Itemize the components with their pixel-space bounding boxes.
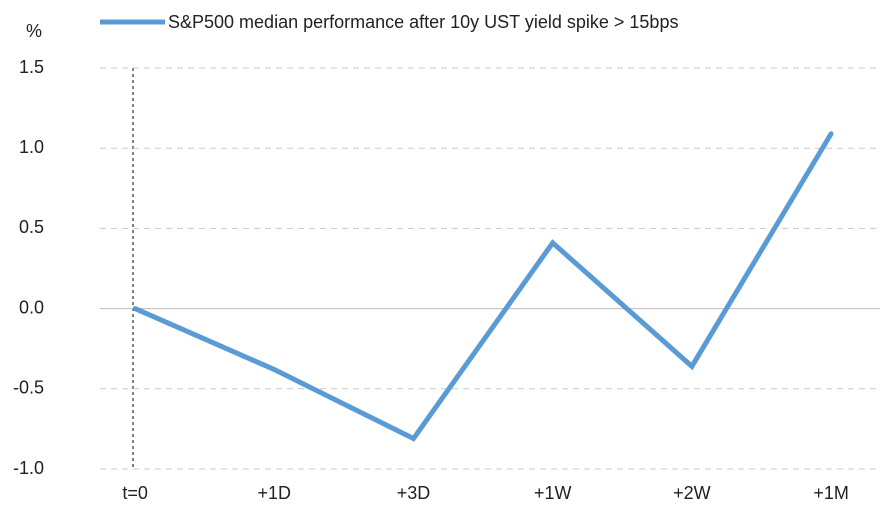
legend-label: S&P500 median performance after 10y UST … (168, 12, 678, 32)
y-tick-label: 1.5 (19, 57, 44, 77)
y-tick-label: 0.0 (19, 297, 44, 317)
x-tick-label: +1W (534, 483, 572, 503)
x-tick-label: t=0 (122, 483, 148, 503)
data-line (132, 131, 834, 442)
y-tick-label: -0.5 (13, 378, 44, 398)
y-axis-label: % (26, 21, 42, 41)
y-tick-label: 1.0 (19, 137, 44, 157)
x-tick-label: +3D (397, 483, 431, 503)
y-tick-label: -1.0 (13, 458, 44, 478)
x-tick-label: +2W (673, 483, 711, 503)
y-tick-label: 0.5 (19, 217, 44, 237)
x-tick-label: +1M (813, 483, 849, 503)
x-tick-label: +1D (258, 483, 292, 503)
